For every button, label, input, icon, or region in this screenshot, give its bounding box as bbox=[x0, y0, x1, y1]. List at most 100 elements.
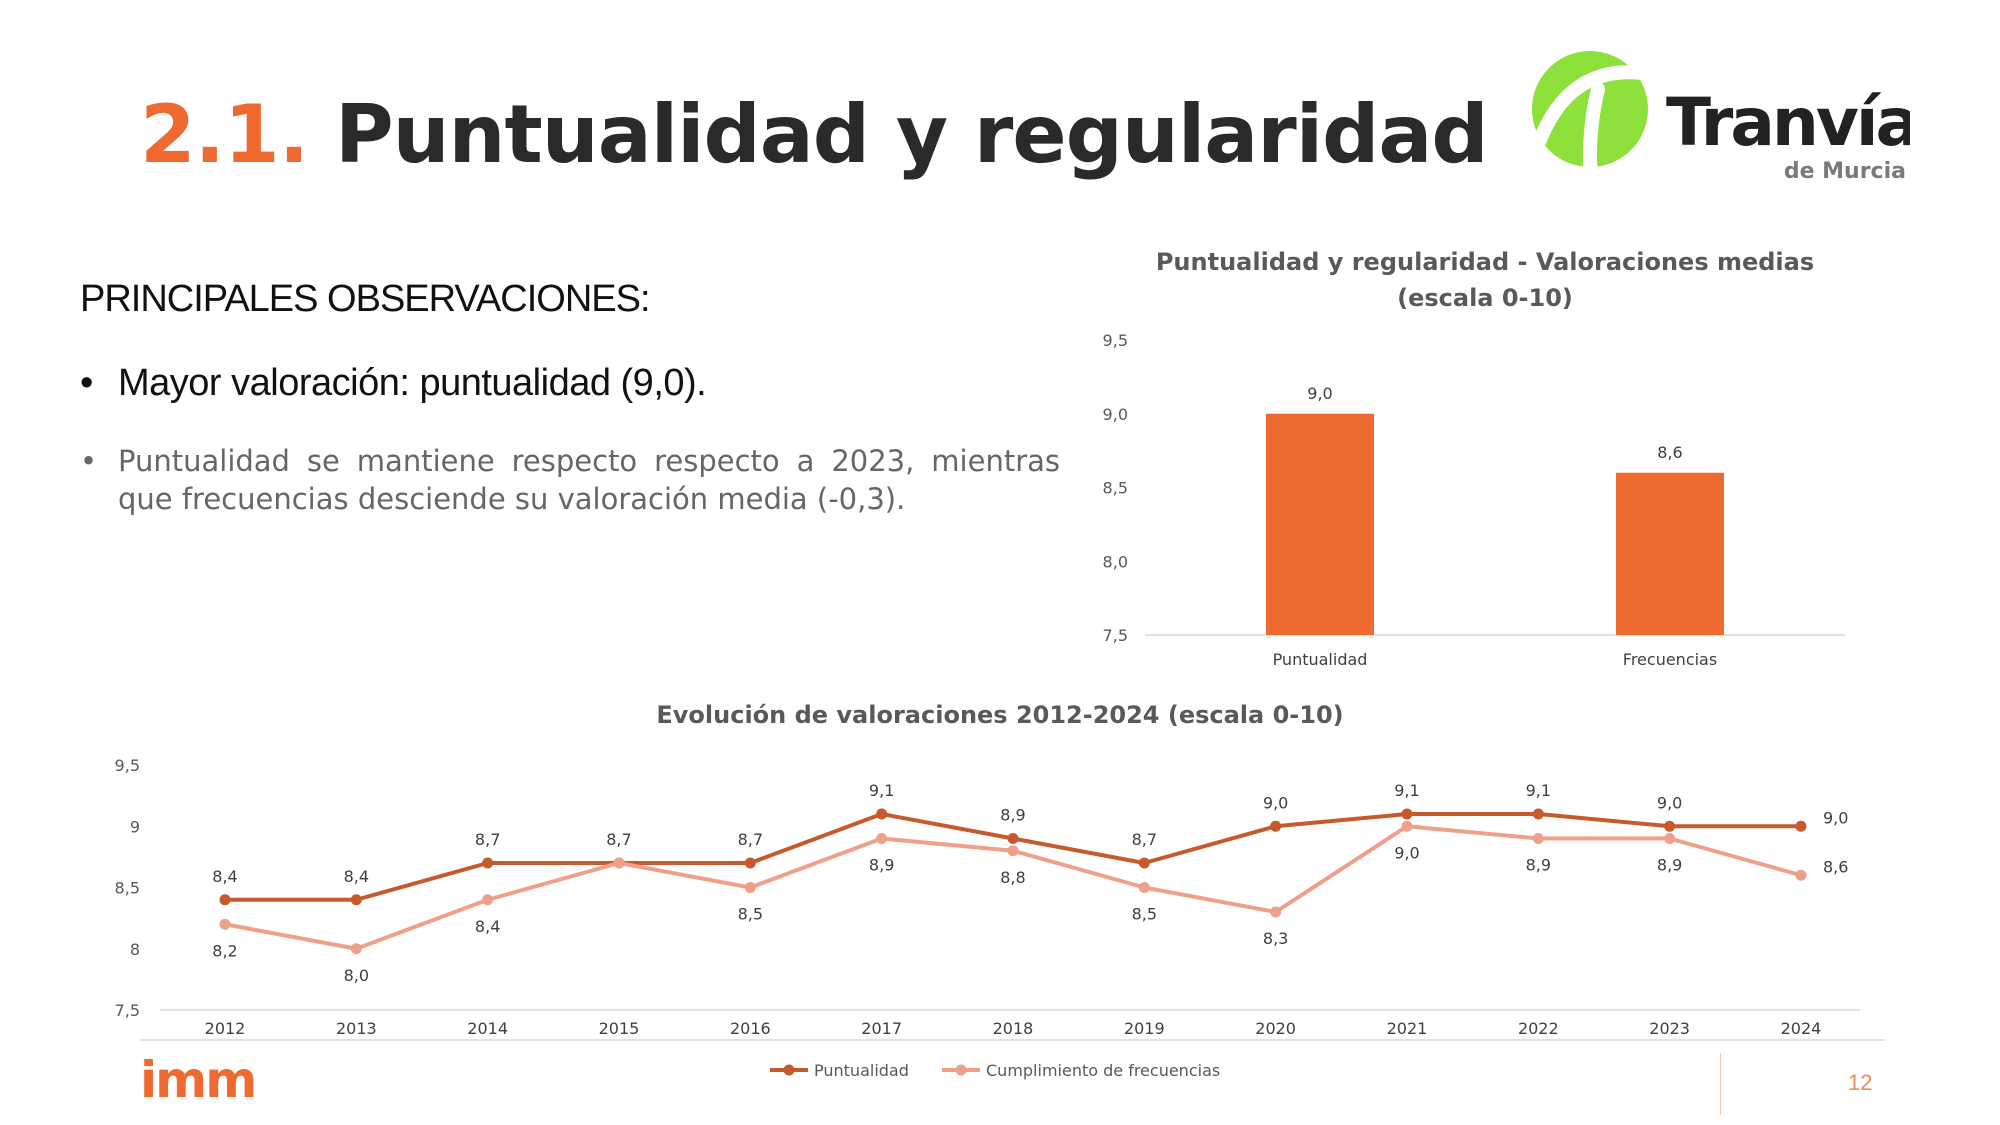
series-data-label-frecuencias: 8,6 bbox=[1823, 857, 1848, 876]
line-chart-y-tick: 9,5 bbox=[115, 756, 140, 775]
bullet-detail: • Puntualidad se mantiene respecto respec… bbox=[80, 442, 1060, 518]
bar-chart: Puntualidad y regularidad - Valoraciones… bbox=[1103, 248, 1845, 669]
imm-logo-text: imm bbox=[140, 1055, 255, 1105]
series-data-label-frecuencias: 8,5 bbox=[738, 905, 763, 924]
bar-frecuencias bbox=[1616, 472, 1724, 635]
line-chart-x-tick: 2012 bbox=[205, 1019, 246, 1038]
bar-chart-y-tick: 8,5 bbox=[1103, 479, 1128, 498]
series-line-frecuencias bbox=[224, 824, 1802, 951]
series-point-puntualidad bbox=[876, 808, 888, 820]
line-chart-y-tick: 8 bbox=[130, 940, 140, 959]
series-data-label-frecuencias: 8,3 bbox=[1263, 929, 1288, 948]
bar-chart-y-tick: 7,5 bbox=[1103, 626, 1128, 645]
series-point-frecuencias bbox=[1138, 882, 1150, 893]
series-point-puntualidad bbox=[1007, 833, 1019, 844]
series-point-frecuencias bbox=[1795, 869, 1807, 881]
imm-logo: imm bbox=[140, 1055, 257, 1105]
bar-category-label: Frecuencias bbox=[1623, 650, 1717, 669]
line-chart-x-tick: 2013 bbox=[336, 1019, 377, 1038]
series-data-label-frecuencias: 8,2 bbox=[212, 941, 237, 960]
legend-label: Puntualidad bbox=[814, 1061, 909, 1080]
series-point-puntualidad bbox=[350, 894, 362, 906]
line-chart-x-tick: 2015 bbox=[599, 1019, 640, 1038]
series-data-label-frecuencias: 8,9 bbox=[1526, 856, 1551, 875]
series-point-frecuencias bbox=[613, 857, 625, 869]
series-data-label-frecuencias: 9,0 bbox=[1394, 843, 1419, 862]
series-point-puntualidad bbox=[219, 894, 231, 906]
line-chart-x-tick: 2020 bbox=[1255, 1019, 1296, 1038]
series-data-label-puntualidad: 9,0 bbox=[1657, 793, 1682, 812]
series-point-puntualidad bbox=[1138, 857, 1150, 869]
bullet-main-text: Mayor valoración: puntualidad (9,0). bbox=[118, 362, 707, 404]
series-data-label-puntualidad: 8,9 bbox=[1000, 806, 1025, 825]
bar-value-label: 8,6 bbox=[1657, 443, 1682, 462]
series-point-frecuencias bbox=[1007, 845, 1019, 857]
bar-puntualidad bbox=[1266, 413, 1374, 635]
series-data-label-puntualidad: 8,7 bbox=[475, 830, 500, 849]
bar-chart-title-line1: Puntualidad y regularidad - Valoraciones… bbox=[1156, 248, 1814, 276]
observations-heading: PRINCIPALES OBSERVACIONES: bbox=[80, 278, 651, 320]
series-point-puntualidad bbox=[1401, 808, 1413, 820]
line-chart-x-tick: 2021 bbox=[1387, 1019, 1428, 1038]
line-chart-y-tick: 9 bbox=[130, 817, 140, 836]
legend-label: Cumplimiento de frecuencias bbox=[986, 1061, 1220, 1080]
bullet-detail-text: Puntualidad se mantiene respecto respect… bbox=[118, 444, 1060, 516]
legend-swatch-marker bbox=[955, 1064, 967, 1076]
title-number: 2.1. bbox=[140, 88, 309, 181]
line-chart-x-tick: 2022 bbox=[1518, 1019, 1559, 1038]
series-data-label-frecuencias: 8,8 bbox=[1000, 868, 1025, 887]
bar-value-label: 9,0 bbox=[1307, 384, 1332, 403]
series-data-label-frecuencias: 8,0 bbox=[344, 966, 369, 985]
line-chart-y-tick: 7,5 bbox=[115, 1001, 140, 1020]
line-chart-x-tick: 2023 bbox=[1649, 1019, 1690, 1038]
bar-chart-title-line2: (escala 0-10) bbox=[1397, 284, 1573, 312]
bullet-main: • Mayor valoración: puntualidad (9,0). bbox=[80, 362, 707, 405]
bar-chart-y-tick: 9,5 bbox=[1103, 331, 1128, 350]
bar-category-label: Puntualidad bbox=[1273, 650, 1368, 669]
series-point-frecuencias bbox=[1401, 820, 1413, 832]
series-point-frecuencias bbox=[1532, 833, 1544, 844]
tranvia-logo-name: Tranvía bbox=[1666, 84, 1910, 161]
page-number: 12 bbox=[1848, 1070, 1873, 1095]
tranvia-logo-sub: de Murcia bbox=[1784, 159, 1906, 184]
title-text: Puntualidad y regularidad bbox=[334, 88, 1489, 181]
line-chart-y-tick: 8,5 bbox=[115, 879, 140, 898]
line-chart-x-tick: 2017 bbox=[861, 1019, 902, 1038]
series-point-puntualidad bbox=[1664, 820, 1676, 832]
bar-chart-y-tick: 8,0 bbox=[1103, 552, 1128, 571]
series-data-label-puntualidad: 9,1 bbox=[1394, 781, 1419, 800]
series-data-label-puntualidad: 9,1 bbox=[1526, 781, 1551, 800]
series-line-puntualidad bbox=[225, 812, 1801, 902]
legend-swatch-marker bbox=[783, 1064, 795, 1076]
line-chart: Evolución de valoraciones 2012-2024 (esc… bbox=[115, 701, 1885, 1080]
series-point-frecuencias bbox=[876, 833, 888, 844]
series-data-label-puntualidad: 8,7 bbox=[606, 830, 631, 849]
bullet-dot: • bbox=[80, 362, 93, 404]
series-data-label-puntualidad: 9,1 bbox=[869, 781, 894, 800]
series-point-frecuencias bbox=[350, 943, 362, 955]
series-point-frecuencias bbox=[1270, 906, 1282, 918]
series-data-label-frecuencias: 8,5 bbox=[1132, 905, 1157, 924]
series-data-label-puntualidad: 9,0 bbox=[1263, 793, 1288, 812]
series-data-label-puntualidad: 8,7 bbox=[738, 830, 763, 849]
footer-separator bbox=[1720, 1053, 1721, 1115]
series-data-label-frecuencias: 8,9 bbox=[1657, 856, 1682, 875]
line-chart-x-tick: 2019 bbox=[1124, 1019, 1165, 1038]
series-data-label-puntualidad: 9,0 bbox=[1823, 808, 1848, 827]
series-point-frecuencias bbox=[744, 882, 756, 893]
series-data-label-puntualidad: 8,7 bbox=[1132, 830, 1157, 849]
line-chart-x-tick: 2014 bbox=[467, 1019, 508, 1038]
bar-chart-y-tick: 9,0 bbox=[1103, 405, 1128, 424]
series-point-frecuencias bbox=[1664, 833, 1676, 844]
bullet-dot: • bbox=[80, 444, 98, 478]
series-point-frecuencias bbox=[219, 918, 231, 930]
line-chart-x-tick: 2024 bbox=[1781, 1019, 1822, 1038]
line-chart-x-tick: 2018 bbox=[993, 1019, 1034, 1038]
series-point-puntualidad bbox=[1270, 820, 1282, 832]
series-point-frecuencias bbox=[482, 894, 494, 906]
line-chart-title: Evolución de valoraciones 2012-2024 (esc… bbox=[656, 701, 1343, 729]
series-data-label-frecuencias: 8,4 bbox=[475, 917, 500, 936]
series-point-puntualidad bbox=[482, 857, 494, 869]
series-point-puntualidad bbox=[1795, 820, 1807, 832]
line-chart-x-tick: 2016 bbox=[730, 1019, 771, 1038]
